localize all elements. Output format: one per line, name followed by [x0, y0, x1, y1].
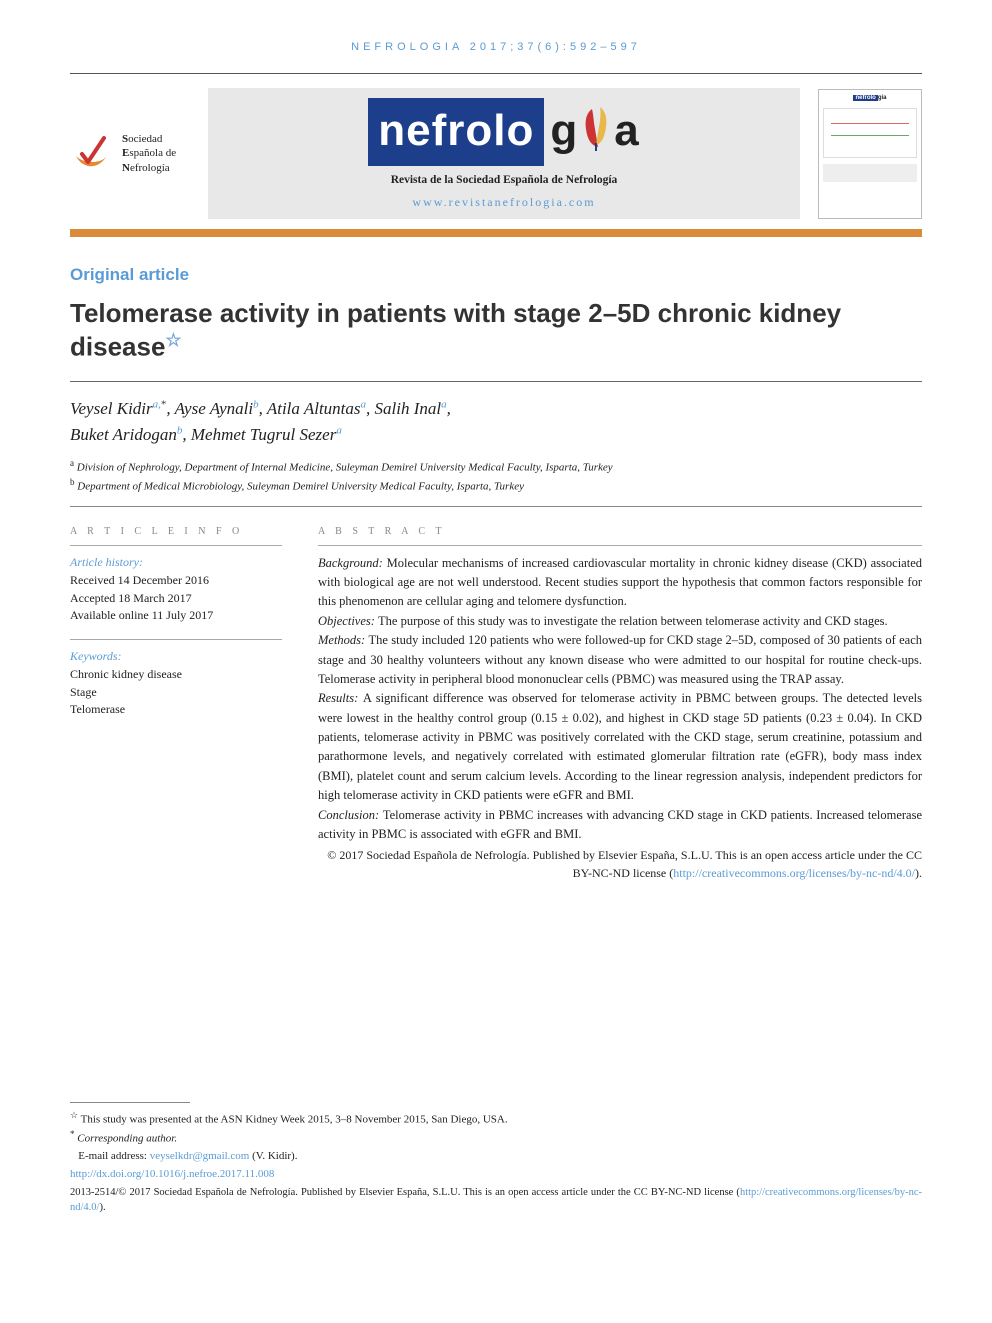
author: Mehmet Tugrul Sezera	[191, 425, 342, 444]
top-rule	[70, 73, 922, 74]
abstract-copyright: © 2017 Sociedad Española de Nefrología. …	[318, 846, 922, 882]
affiliations: a Division of Nephrology, Department of …	[70, 457, 922, 495]
author: Salih Inala	[375, 399, 447, 418]
header-band: Sociedad Española de Nefrología nefrolo …	[70, 88, 922, 218]
abstract-head: A B S T R A C T	[318, 525, 922, 539]
logo-blue-part: nefrolo	[368, 98, 544, 166]
corr-email-link[interactable]: veyselkdr@gmail.com	[150, 1150, 250, 1162]
journal-logo: nefrolo g a	[368, 98, 639, 166]
cover-thumbnail: nefrologia	[818, 89, 922, 219]
kidney-icon	[578, 105, 614, 151]
keywords-label: Keywords:	[70, 648, 282, 665]
cover-mini-chart	[823, 108, 917, 158]
title-footnote-star-icon: ☆	[165, 330, 181, 350]
history-label: Article history:	[70, 554, 282, 571]
check-swoosh-icon	[70, 132, 114, 176]
society-logo: Sociedad Española de Nefrología	[70, 132, 190, 176]
page-license: 2013-2514/© 2017 Sociedad Española de Ne…	[70, 1185, 922, 1217]
article-title: Telomerase activity in patients with sta…	[70, 297, 922, 364]
footnotes: ☆ This study was presented at the ASN Ki…	[70, 1102, 922, 1216]
affil-rule	[70, 506, 922, 507]
logo-dark-part: g a	[550, 100, 639, 162]
journal-banner: nefrolo g a Revista de la Sociedad Españ…	[208, 88, 800, 218]
abstract-body: Background: Molecular mechanisms of incr…	[318, 554, 922, 883]
author-list: Veysel Kidira,*, Ayse Aynalib, Atila Alt…	[70, 396, 922, 447]
article-info-head: A R T I C L E I N F O	[70, 525, 282, 539]
author: Veysel Kidira,*	[70, 399, 166, 418]
title-rule	[70, 381, 922, 382]
author: Buket Aridoganb	[70, 425, 182, 444]
doi-link[interactable]: http://dx.doi.org/10.1016/j.nefroe.2017.…	[70, 1168, 274, 1180]
author: Atila Altuntasa	[267, 399, 366, 418]
article-history: Received 14 December 2016 Accepted 18 Ma…	[70, 572, 282, 624]
journal-site-link[interactable]: www.revistanefrologia.com	[220, 194, 788, 211]
author: Ayse Aynalib	[175, 399, 259, 418]
article-type: Original article	[70, 263, 922, 287]
society-name: Sociedad Española de Nefrología	[122, 132, 176, 175]
orange-divider-bar	[70, 229, 922, 237]
cc-license-link[interactable]: http://creativecommons.org/licenses/by-n…	[673, 866, 915, 880]
running-head: NEFROLOGIA 2017;37(6):592–597	[70, 40, 922, 55]
journal-subtitle: Revista de la Sociedad Española de Nefro…	[220, 172, 788, 188]
keywords-list: Chronic kidney disease Stage Telomerase	[70, 666, 282, 718]
